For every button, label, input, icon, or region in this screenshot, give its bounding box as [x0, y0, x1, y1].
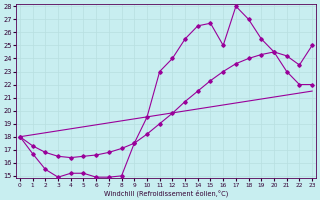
X-axis label: Windchill (Refroidissement éolien,°C): Windchill (Refroidissement éolien,°C) — [104, 189, 228, 197]
